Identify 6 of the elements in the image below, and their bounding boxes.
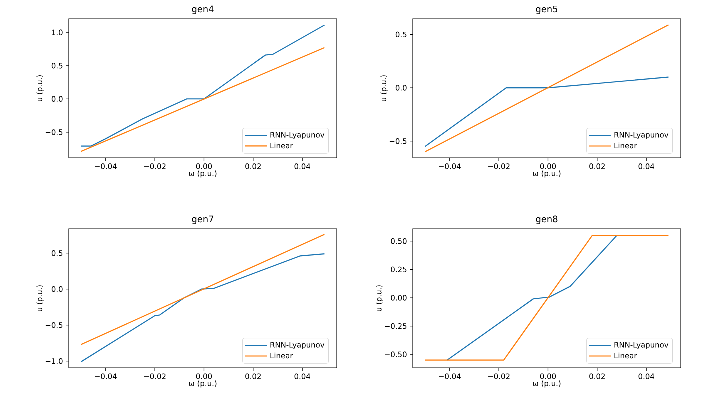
chart-title: gen5: [536, 6, 558, 14]
chart-title: gen7: [192, 216, 214, 224]
chart-title: gen4: [192, 6, 214, 14]
line-series: [80, 253, 326, 363]
chart-title: gen8: [536, 216, 558, 224]
line-series: [80, 24, 326, 147]
